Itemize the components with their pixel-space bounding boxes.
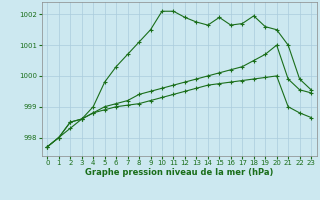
X-axis label: Graphe pression niveau de la mer (hPa): Graphe pression niveau de la mer (hPa) <box>85 168 273 177</box>
